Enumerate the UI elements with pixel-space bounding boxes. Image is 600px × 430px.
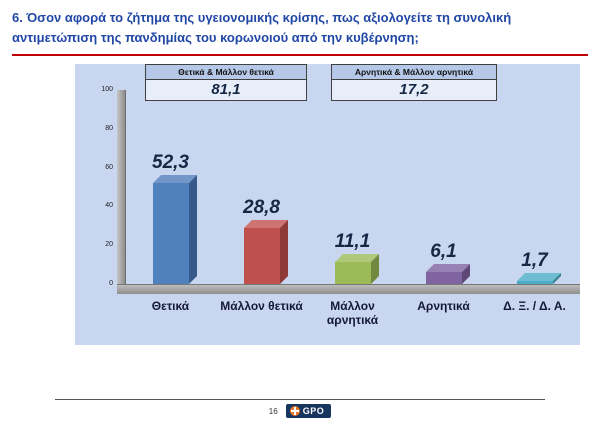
y-axis-tick-label: 20 <box>105 241 113 249</box>
gpo-logo-icon <box>289 406 300 416</box>
bar-group: 52,3 <box>125 90 216 284</box>
y-axis-tick-label: 60 <box>105 163 113 171</box>
bar-value-label: 6,1 <box>430 241 457 263</box>
page-number: 16 <box>268 406 278 416</box>
chart-panel: Θετικά & Μάλλον θετικά 81,1 Αρνητικά & Μ… <box>75 64 580 345</box>
bar <box>425 272 462 284</box>
bar <box>334 262 371 284</box>
plot-area: 52,3 28,8 11,1 6,1 1,7 <box>125 90 580 284</box>
bar-group: 11,1 <box>307 90 398 284</box>
bar-group: 1,7 <box>489 90 580 284</box>
bar-group: 28,8 <box>216 90 307 284</box>
page-title: 6. Όσον αφορά το ζήτημα της υγειονομικής… <box>12 10 512 45</box>
footer: 16 GPO <box>0 404 600 418</box>
x-axis-label: Μάλλον αρνητικά <box>326 299 379 327</box>
summary-value: 17,2 <box>399 81 429 98</box>
gpo-logo-text: GPO <box>302 406 325 416</box>
y-axis-tick-label: 40 <box>105 202 113 210</box>
y-axis-tick-label: 80 <box>105 124 113 132</box>
summary-label: Θετικά & Μάλλον θετικά <box>146 65 306 80</box>
bar-value-label: 28,8 <box>243 197 280 219</box>
x-axis-labels: Θετικά Μάλλον θετικά Μάλλον αρνητικά Αρνητι… <box>125 299 580 328</box>
y-axis-tick-label: 0 <box>109 280 113 287</box>
summary-label: Αρνητικά & Μάλλον αρνητικά <box>332 65 496 80</box>
footer-divider <box>55 399 545 400</box>
chart-left-wall <box>117 90 126 284</box>
bar-group: 6,1 <box>398 90 489 284</box>
x-axis-label: Μάλλον θετικά <box>220 299 303 313</box>
gpo-logo: GPO <box>285 404 332 418</box>
chart-floor <box>117 284 580 294</box>
x-axis-label: Θετικά <box>151 299 190 313</box>
y-axis-tick-label: 100 <box>101 86 113 93</box>
summary-box-positive: Θετικά & Μάλλον θετικά 81,1 <box>145 64 307 101</box>
bar <box>516 280 553 284</box>
bar-value-label: 52,3 <box>152 151 189 173</box>
bar <box>152 182 189 284</box>
x-axis-label: Αρνητικά <box>417 299 470 313</box>
title-underline <box>12 54 588 56</box>
summary-value: 81,1 <box>211 81 241 98</box>
x-axis-label: Δ. Ξ. / Δ. Α. <box>503 299 566 313</box>
bar-value-label: 1,7 <box>521 249 548 271</box>
summary-box-negative: Αρνητικά & Μάλλον αρνητικά 17,2 <box>331 64 497 101</box>
bar-value-label: 11,1 <box>334 231 371 253</box>
bar <box>243 228 280 284</box>
